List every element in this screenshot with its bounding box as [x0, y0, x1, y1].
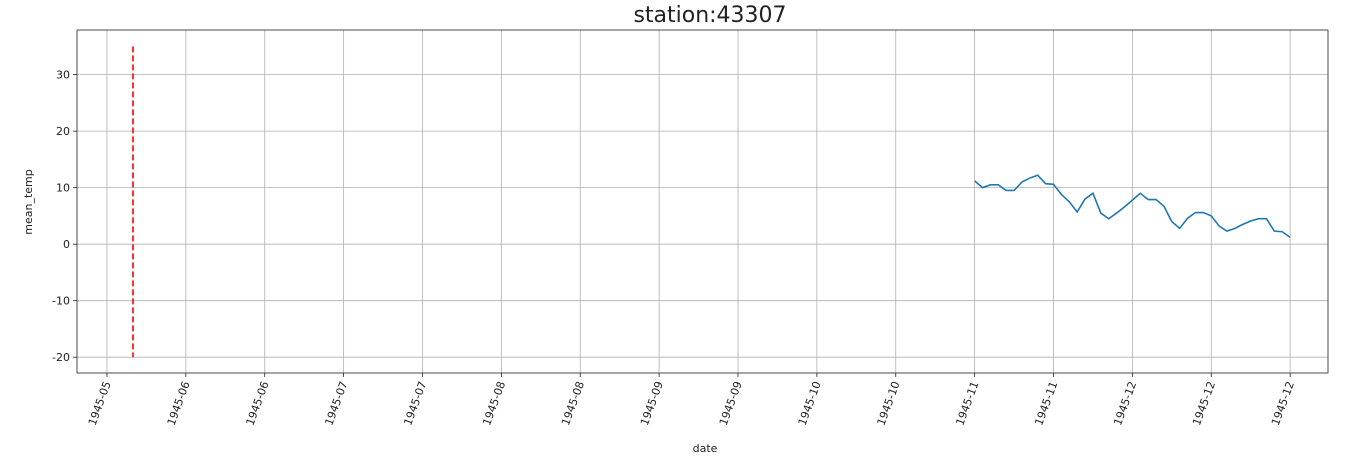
- x-tick-label: 1945-06: [165, 380, 193, 428]
- chart-title: station:43307: [633, 3, 786, 28]
- y-tick-label: 0: [63, 238, 70, 251]
- y-axis-label: mean_temp: [22, 169, 35, 234]
- x-tick-label: 1945-09: [717, 380, 745, 428]
- x-tick-label: 1945-09: [638, 380, 666, 428]
- x-axis-label: date: [693, 442, 718, 455]
- x-tick-label: 1945-10: [875, 380, 903, 428]
- plot-frame: [76, 29, 1329, 374]
- x-tick-label: 1945-08: [559, 380, 587, 428]
- y-tick-label: -10: [52, 295, 70, 308]
- y-tick-label: 20: [56, 125, 70, 138]
- x-tick-label: 1945-11: [954, 380, 982, 428]
- x-tick-label: 1945-05: [86, 380, 114, 428]
- x-tick-label: 1945-10: [796, 380, 824, 428]
- y-tick-label: 30: [56, 69, 70, 82]
- y-tick-label: 10: [56, 182, 70, 195]
- line-series: [974, 174, 1291, 239]
- x-tick-label: 1945-12: [1111, 380, 1139, 428]
- x-tick-label: 1945-07: [322, 380, 350, 428]
- y-tick-label: -20: [52, 351, 70, 364]
- x-tick-label: 1945-12: [1269, 380, 1297, 428]
- x-tick-label: 1945-08: [480, 380, 508, 428]
- x-tick-label: 1945-06: [244, 380, 272, 428]
- x-tick-label: 1945-11: [1032, 380, 1060, 428]
- x-tick-label: 1945-07: [401, 380, 429, 428]
- x-tick-label: 1945-12: [1190, 380, 1218, 428]
